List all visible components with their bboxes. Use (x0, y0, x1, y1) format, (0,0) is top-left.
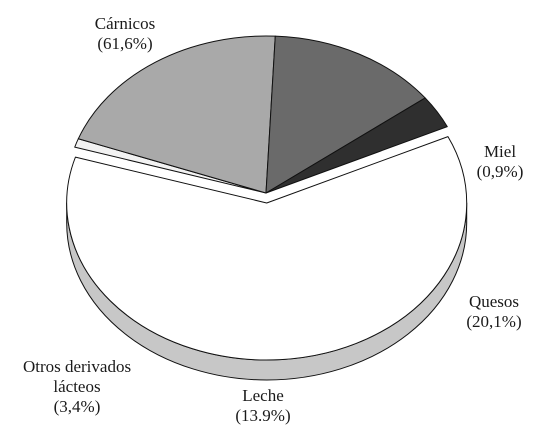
label-otros-value: (3,4%) (53, 397, 101, 416)
label-leche-name: Leche (242, 386, 284, 405)
pie-slice-leche (265, 35, 426, 194)
label-leche-value: (13.9%) (235, 406, 291, 425)
label-otros: Otros derivados lácteos (3,4%) (2, 357, 152, 417)
pie-slice-carnicos (66, 136, 468, 361)
label-quesos-value: (20,1%) (466, 312, 522, 331)
label-miel: Miel (0,9%) (468, 142, 532, 182)
label-quesos: Quesos (20,1%) (452, 292, 536, 332)
label-miel-name: Miel (483, 142, 517, 161)
pie-slice-otros-derivados-lacteos (265, 97, 448, 194)
label-carnicos-value: (61,6%) (97, 34, 153, 53)
label-otros-name-line1: Otros derivados (22, 357, 132, 376)
pie-slice-quesos (77, 35, 276, 194)
label-carnicos: Cárnicos (61,6%) (70, 14, 180, 54)
label-carnicos-name: Cárnicos (94, 14, 156, 33)
label-quesos-name: Quesos (468, 292, 520, 311)
pie-tops (66, 35, 468, 361)
label-miel-value: (0,9%) (476, 162, 524, 181)
label-leche: Leche (13.9%) (208, 386, 318, 425)
label-otros-name-line2: lácteos (53, 377, 101, 396)
